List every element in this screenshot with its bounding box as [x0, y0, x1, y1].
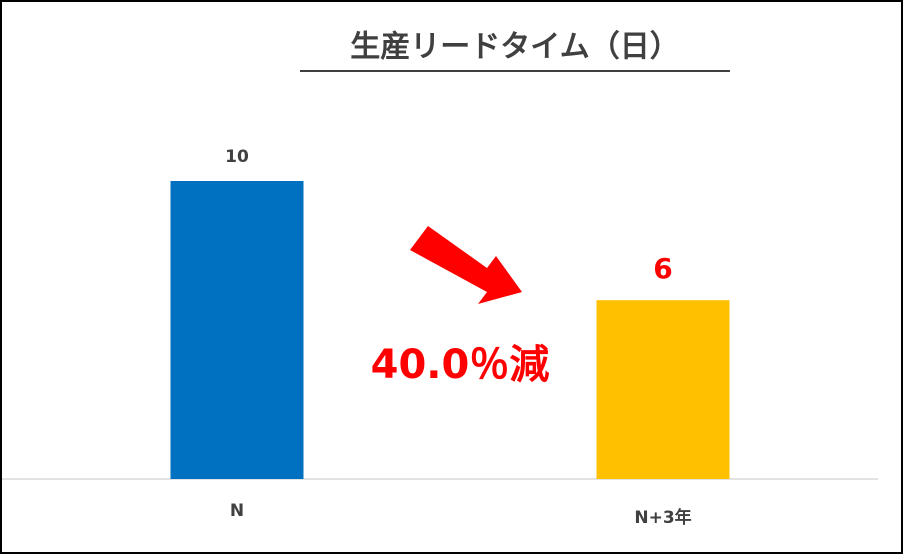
- annotation: 40.0％減: [371, 342, 550, 388]
- data-label: 6: [653, 252, 672, 285]
- arrow: [410, 226, 522, 304]
- data-label: 10: [225, 147, 249, 167]
- x-tick-label: N+3年: [634, 507, 691, 528]
- bar: [170, 181, 304, 479]
- chart-title: 生産リードタイム（日）: [350, 30, 679, 65]
- x-tick-label: N: [230, 501, 244, 521]
- bar: [596, 300, 730, 479]
